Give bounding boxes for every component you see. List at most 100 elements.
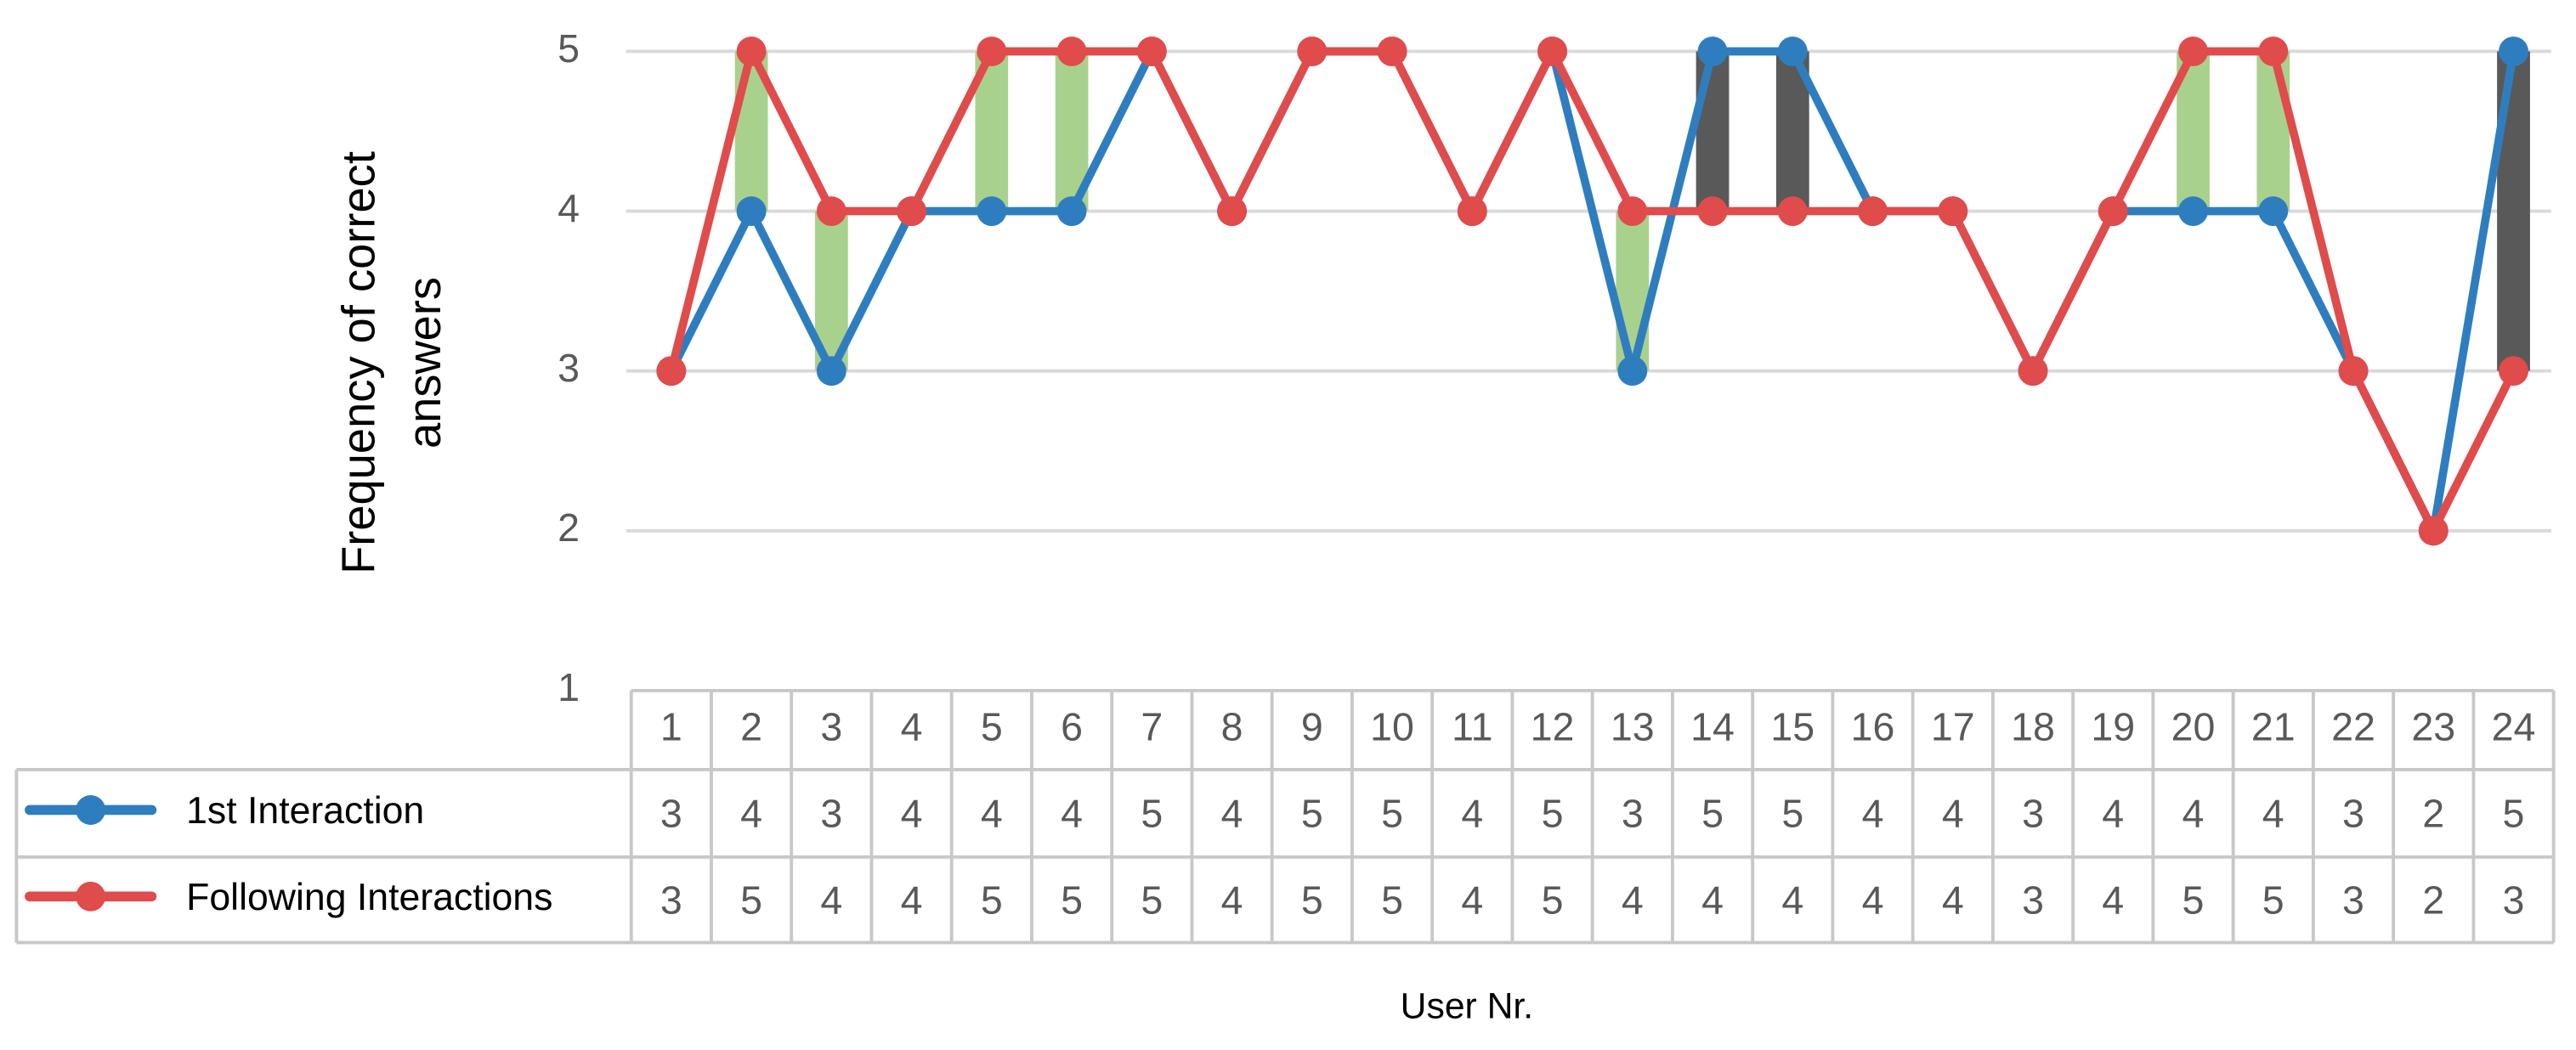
- x-tick-label: 15: [1770, 705, 1815, 749]
- table-value: 3: [2022, 878, 2044, 922]
- table-value: 5: [2503, 792, 2525, 836]
- x-tick-label: 6: [1061, 705, 1083, 749]
- table-value: 4: [2262, 792, 2284, 836]
- x-tick-label: 19: [2091, 705, 2135, 749]
- table-value: 5: [1301, 878, 1323, 922]
- x-tick-label: 22: [2331, 705, 2375, 749]
- table-value: 5: [1781, 792, 1803, 836]
- data-point: [2499, 37, 2528, 66]
- data-point: [1938, 196, 1968, 227]
- table-value: 4: [740, 792, 762, 836]
- data-point: [2258, 37, 2289, 66]
- data-point: [1056, 37, 1087, 66]
- data-point: [736, 37, 767, 66]
- table-value: 3: [2342, 792, 2364, 836]
- table-value: 5: [1542, 878, 1564, 922]
- table-value: 3: [1622, 792, 1644, 836]
- data-point: [897, 196, 927, 227]
- table-value: 4: [1461, 792, 1483, 836]
- data-point: [1297, 37, 1328, 66]
- y-tick-label: 2: [558, 505, 580, 550]
- table-value: 5: [1061, 878, 1083, 922]
- difference-bar: [2256, 51, 2290, 212]
- data-point: [977, 196, 1007, 227]
- table-value: 4: [2102, 792, 2124, 836]
- table-value: 4: [1942, 792, 1964, 836]
- table-value: 3: [2022, 792, 2044, 836]
- table-value: 4: [820, 878, 842, 922]
- x-tick-label: 18: [2011, 705, 2055, 749]
- data-point: [1697, 196, 1728, 227]
- x-tick-label: 5: [981, 705, 1003, 749]
- table-value: 5: [2262, 878, 2284, 922]
- legend-marker: [76, 881, 106, 912]
- table-value: 5: [1301, 792, 1323, 836]
- table-value: 4: [1061, 792, 1083, 836]
- data-point: [2178, 37, 2208, 66]
- data-point: [1136, 37, 1167, 66]
- data-point: [816, 196, 846, 227]
- x-tick-label: 17: [1931, 705, 1975, 749]
- x-tick-label: 7: [1141, 705, 1163, 749]
- data-point: [736, 196, 767, 227]
- data-point: [2418, 516, 2449, 546]
- table-value: 5: [740, 878, 762, 922]
- x-tick-label: 9: [1301, 705, 1323, 749]
- data-point: [1217, 196, 1248, 227]
- table-value: 3: [660, 878, 682, 922]
- y-tick-label: 4: [558, 186, 580, 230]
- x-tick-label: 16: [1851, 705, 1895, 749]
- legend-marker: [76, 795, 106, 825]
- data-point: [977, 37, 1007, 66]
- data-point: [1537, 37, 1568, 66]
- table-value: 5: [2183, 878, 2205, 922]
- table-value: 4: [901, 878, 923, 922]
- table-value: 4: [2102, 878, 2124, 922]
- table-value: 2: [2422, 878, 2444, 922]
- y-axis-title: Frequency of correct answers: [333, 151, 451, 574]
- data-point: [1697, 37, 1728, 66]
- data-point: [1377, 37, 1407, 66]
- y-tick-label: 1: [558, 665, 580, 709]
- x-tick-label: 8: [1221, 705, 1243, 749]
- x-tick-label: 21: [2251, 705, 2296, 749]
- y-tick-label: 3: [558, 346, 580, 390]
- table-value: 5: [981, 878, 1003, 922]
- x-tick-label: 14: [1690, 705, 1735, 749]
- x-tick-label: 4: [901, 705, 923, 749]
- table-value: 4: [1942, 878, 1964, 922]
- table-value: 4: [981, 792, 1003, 836]
- table-value: 2: [2422, 792, 2444, 836]
- data-point: [1056, 196, 1087, 227]
- table-value: 4: [1781, 878, 1803, 922]
- difference-bar: [1616, 211, 1650, 371]
- data-point: [1858, 196, 1888, 227]
- data-point: [816, 356, 846, 387]
- table-value: 4: [1221, 878, 1243, 922]
- table-value: 3: [2342, 878, 2364, 922]
- table-value: 5: [1381, 878, 1403, 922]
- data-point: [1457, 196, 1487, 227]
- table-value: 3: [660, 792, 682, 836]
- data-point: [1777, 196, 1808, 227]
- data-point: [2499, 356, 2528, 387]
- table-value: 5: [1141, 878, 1163, 922]
- x-tick-label: 12: [1531, 705, 1575, 749]
- x-tick-label: 13: [1611, 705, 1655, 749]
- data-point: [2338, 356, 2369, 387]
- x-tick-label: 2: [740, 705, 762, 749]
- x-tick-label: 10: [1370, 705, 1414, 749]
- legend-label: Following Interactions: [186, 877, 552, 918]
- data-point: [2258, 196, 2289, 227]
- data-point: [1617, 356, 1648, 387]
- table-value: 5: [1701, 792, 1724, 836]
- table-value: 4: [1221, 792, 1243, 836]
- series-line: [667, 47, 2517, 535]
- x-tick-label: 23: [2411, 705, 2455, 749]
- x-tick-label: 20: [2171, 705, 2216, 749]
- table-value: 5: [1381, 792, 1403, 836]
- table-value: 4: [1461, 878, 1483, 922]
- x-tick-label: 11: [1452, 705, 1492, 749]
- difference-bar: [1696, 51, 1730, 212]
